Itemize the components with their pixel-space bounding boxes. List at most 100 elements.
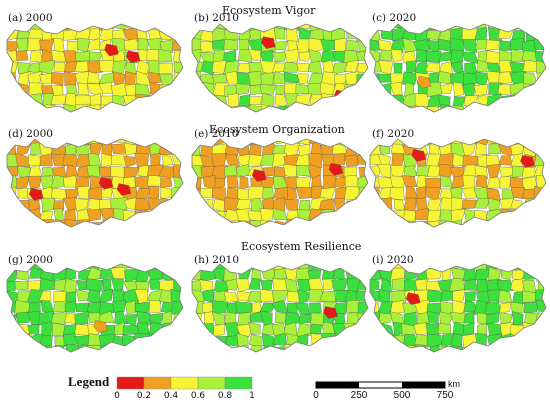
county-region: [7, 60, 18, 75]
county-region: [284, 311, 301, 325]
county-region: [450, 49, 464, 64]
county-region: [135, 281, 150, 292]
county-region: [521, 104, 538, 112]
county-region: [135, 264, 150, 269]
county-region: [536, 60, 546, 74]
county-region: [380, 104, 392, 112]
county-region: [358, 345, 368, 352]
county-region: [510, 153, 523, 167]
county-region: [259, 302, 276, 313]
county-region: [111, 278, 124, 292]
county-region: [127, 115, 139, 128]
legend-swatch-2: [170, 376, 199, 390]
county-region: [237, 264, 251, 271]
county-region: [332, 153, 346, 166]
county-region-hotspot: [93, 320, 108, 333]
county-region: [172, 164, 183, 179]
county-region: [498, 24, 512, 31]
county-region: [474, 142, 487, 156]
county-region: [272, 71, 286, 84]
county-region: [462, 51, 479, 65]
county-region: [370, 218, 383, 227]
county-region: [439, 24, 452, 31]
county-region: [524, 197, 537, 213]
county-region: [521, 343, 537, 352]
county-region: [499, 176, 512, 189]
county-region: [212, 323, 225, 337]
county-region: [115, 355, 124, 369]
county-region: [537, 73, 546, 85]
county-region: [535, 24, 546, 29]
county-region: [148, 219, 163, 227]
county-region: [381, 355, 393, 368]
county-region: [534, 142, 546, 156]
county-region: [535, 105, 546, 112]
legend-ramp: [116, 376, 253, 390]
county-region: [86, 302, 102, 315]
county-region: [500, 344, 513, 352]
county-region: [7, 333, 20, 345]
county-region: [499, 105, 513, 112]
county-region: [214, 177, 225, 190]
county-region: [287, 186, 298, 201]
county-region: [320, 264, 337, 271]
county-region: [512, 357, 524, 369]
county-region: [248, 334, 262, 347]
county-region: [358, 104, 368, 112]
county-region: [63, 278, 77, 293]
county-region: [191, 355, 202, 369]
county-region: [51, 72, 64, 87]
county-region: [379, 49, 393, 61]
county-region: [64, 208, 77, 222]
county-region: [345, 104, 360, 112]
county-region: [474, 24, 487, 29]
county-region: [77, 264, 91, 270]
county-region: [28, 82, 44, 97]
county-region: [212, 74, 227, 85]
county-region: [134, 198, 151, 211]
county-region: [474, 198, 490, 209]
county-region-hotspot: [406, 292, 421, 305]
county-region: [427, 117, 442, 130]
county-region: [51, 153, 66, 167]
county-region: [148, 278, 160, 290]
county-region: [522, 208, 538, 221]
county-region: [249, 96, 262, 105]
county-region: [485, 39, 501, 51]
county-region: [7, 166, 19, 177]
county-region: [212, 187, 226, 201]
county-region: [522, 321, 539, 338]
county-region: [524, 230, 535, 245]
county-region: [438, 115, 453, 127]
county-region: [381, 208, 393, 222]
county-region: [211, 60, 227, 75]
county-region: [52, 200, 65, 211]
county-region: [86, 278, 103, 292]
county-region: [66, 40, 80, 54]
county-region: [147, 288, 163, 304]
map-panel-f: [369, 138, 548, 245]
county-region: [334, 74, 347, 86]
county-region: [380, 116, 392, 128]
county-region: [413, 139, 429, 144]
county-region: [464, 356, 476, 369]
county-region: [344, 115, 359, 127]
county-region: [14, 208, 31, 222]
county-region: [332, 24, 349, 30]
county-region: [39, 153, 53, 167]
county-region: [534, 209, 546, 221]
county-region: [88, 355, 103, 370]
county-region: [356, 264, 368, 269]
map-panel-e: [191, 138, 369, 228]
map-regions-c: [370, 24, 546, 130]
county-region: [38, 291, 52, 302]
county-region: [537, 232, 548, 245]
county-region: [158, 62, 173, 75]
county-region: [438, 345, 455, 352]
county-region: [308, 49, 323, 64]
county-region: [319, 106, 337, 112]
county-region: [295, 302, 310, 315]
county-region: [428, 230, 442, 244]
county-region: [426, 311, 439, 325]
county-region: [510, 37, 525, 51]
